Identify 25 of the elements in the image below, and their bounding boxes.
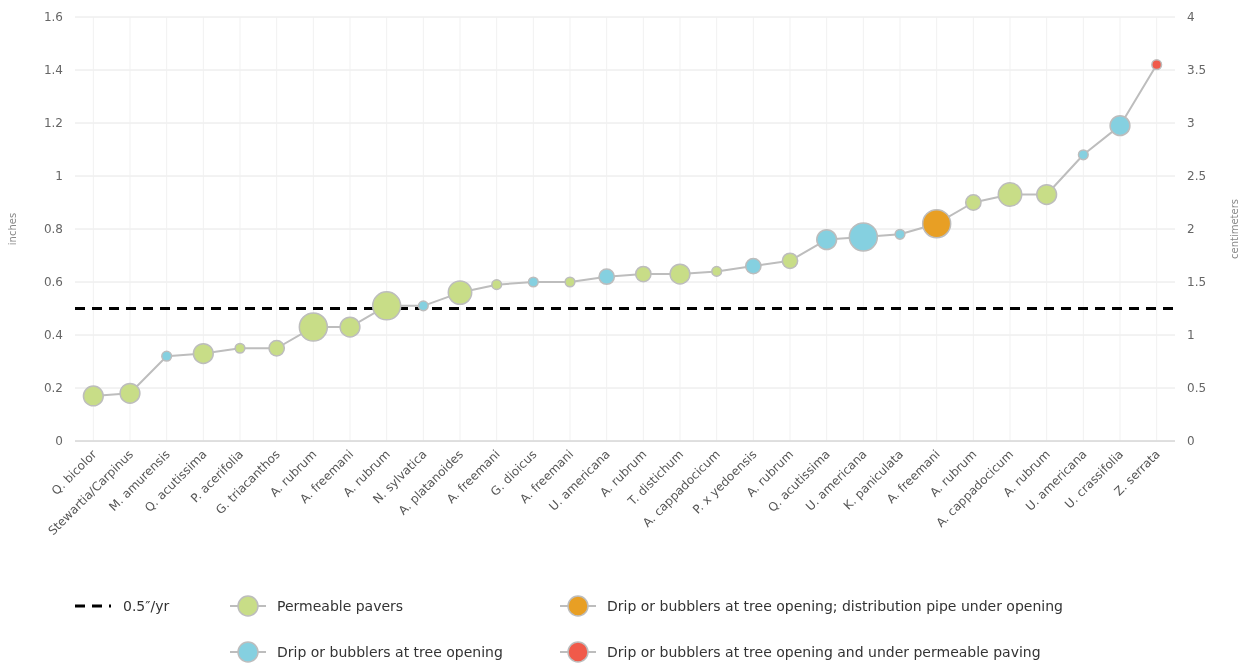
y-tick-label: 0.8 bbox=[43, 222, 63, 237]
y2-tick-label: 2 bbox=[1187, 222, 1195, 237]
legend-label: Drip or bubblers at tree opening; distribution pipe under opening bbox=[607, 597, 1063, 614]
y-tick-label: 0 bbox=[55, 434, 63, 449]
legend-label: Drip or bubblers at tree opening bbox=[277, 643, 503, 660]
legend-label: 0.5″/yr bbox=[123, 597, 170, 614]
y2-tick-label: 4 bbox=[1187, 10, 1195, 25]
y2-tick-label: 0.5 bbox=[1187, 381, 1207, 396]
legend-label: Drip or bubblers at tree opening and under permeable paving bbox=[607, 643, 1041, 660]
y-tick-label: 1.6 bbox=[43, 10, 63, 25]
y-tick-label: 0.4 bbox=[43, 328, 63, 343]
y2-axis-title: centimeters bbox=[1229, 199, 1240, 259]
y2-tick-label: 0 bbox=[1187, 434, 1195, 449]
y-tick-label: 1.4 bbox=[43, 63, 63, 78]
y-tick-label: 1.2 bbox=[43, 116, 63, 131]
y-axis-title: inches bbox=[7, 212, 18, 246]
y-tick-label: 0.2 bbox=[43, 381, 63, 396]
y2-tick-label: 3.5 bbox=[1187, 63, 1207, 78]
y2-tick-label: 1 bbox=[1187, 328, 1195, 343]
y2-tick-label: 3 bbox=[1187, 116, 1195, 131]
y-tick-label: 1 bbox=[55, 169, 63, 184]
y-tick-label: 0.6 bbox=[43, 275, 63, 290]
y2-tick-label: 2.5 bbox=[1187, 169, 1207, 184]
legend-label: Permeable pavers bbox=[277, 597, 404, 614]
y2-tick-label: 1.5 bbox=[1187, 275, 1207, 290]
